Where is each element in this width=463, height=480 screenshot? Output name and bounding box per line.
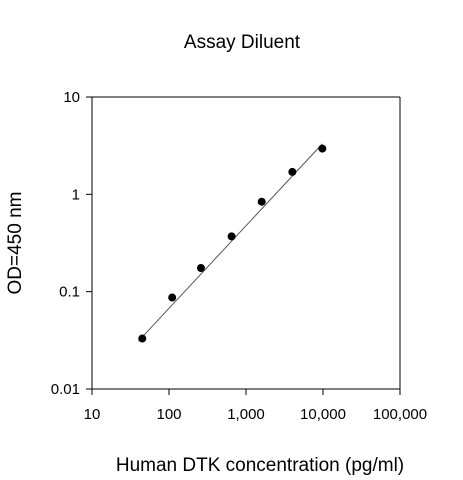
chart-title: Assay Diluent (184, 32, 301, 53)
x-axis-title: Human DTK concentration (pg/ml) (116, 455, 404, 476)
y-axis-title: OD=450 nm (5, 192, 26, 295)
data-point (288, 167, 297, 176)
data-point (168, 293, 177, 302)
data-point (318, 144, 327, 153)
data-point (138, 334, 147, 343)
data-point (196, 264, 205, 273)
fit-line (137, 143, 323, 342)
y-tick-label: 10 (63, 89, 80, 106)
y-tick-label: 1 (72, 186, 80, 203)
x-tick-label: 100 (156, 406, 181, 423)
y-tick-label: 0.01 (51, 381, 80, 398)
x-tick-label: 10 (84, 406, 101, 423)
y-tick-label: 0.1 (59, 284, 80, 301)
x-tick-label: 1,000 (227, 406, 265, 423)
x-tick-label: 10,000 (300, 406, 346, 423)
data-point (257, 197, 266, 206)
data-point (227, 232, 236, 241)
x-tick-label: 100,000 (373, 406, 427, 423)
